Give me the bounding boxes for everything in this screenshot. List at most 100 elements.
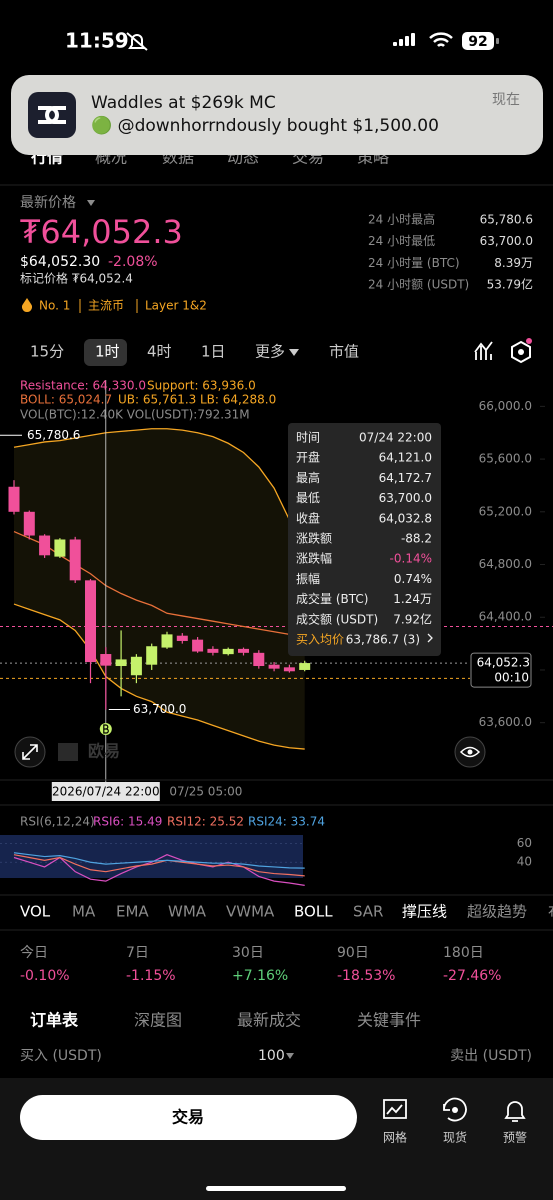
price-change: -2.08%	[108, 254, 158, 270]
candle-body	[176, 635, 188, 641]
stat-label: 24 小时最高	[368, 212, 435, 227]
performance-period: 90日	[337, 945, 369, 961]
indicator-tab[interactable]: WMA	[168, 903, 207, 921]
performance-period: 180日	[443, 945, 484, 961]
notification-time: 现在	[492, 92, 520, 108]
action-label[interactable]: 网格	[383, 1130, 407, 1145]
indicator-tab[interactable]: EMA	[116, 903, 149, 921]
trade-button[interactable]	[20, 1095, 357, 1140]
candle-body	[268, 664, 280, 669]
indicator-tab[interactable]: VOL	[20, 903, 51, 921]
tooltip-key: 涨跌幅	[296, 551, 332, 566]
tooltip-value: 07/24 22:00	[359, 431, 432, 445]
tooltip-value: 0.74%	[394, 572, 432, 586]
candle-body	[8, 486, 20, 512]
eye-icon	[459, 746, 481, 758]
level-legend: Support: 63,936.0	[147, 379, 256, 393]
interval[interactable]: 1时	[95, 343, 120, 361]
candle-body	[54, 539, 66, 557]
indicator-icon[interactable]	[474, 341, 493, 360]
performance-value: -0.10%	[20, 968, 70, 984]
expand-icon	[22, 744, 38, 760]
level-legend: Resistance: 64,330.0	[20, 379, 146, 393]
alert-icon[interactable]	[504, 1101, 526, 1122]
interval[interactable]: 1日	[201, 343, 226, 361]
last-price: ₮64,052.3	[20, 213, 183, 251]
indicator-tab[interactable]: 超级趋势	[467, 903, 527, 921]
indicator-tab[interactable]: 布	[548, 903, 553, 921]
interval[interactable]: 4时	[147, 343, 172, 361]
indicator-tab[interactable]: BOLL	[294, 903, 333, 921]
signal-bar	[393, 42, 397, 46]
spot-icon-dot	[452, 1107, 458, 1113]
tooltip-key: 涨跌额	[296, 531, 332, 546]
app-logo	[38, 106, 66, 124]
candle-body	[207, 648, 219, 653]
rsi-line	[13, 854, 305, 886]
boll-legend: LB: 64,288.0	[200, 393, 276, 407]
performance-period: 30日	[232, 945, 264, 961]
crosshair-time: 2026/07/24 22:00	[52, 785, 160, 799]
high-marker-label: 65,780.6	[27, 428, 80, 442]
notification-card[interactable]	[11, 75, 543, 155]
flame-icon	[21, 298, 33, 312]
notification-body: 🟢 @downhorrndously bought $1,500.00	[91, 115, 439, 136]
stat-label: 24 小时量 (BTC)	[368, 256, 460, 270]
grid-icon[interactable]	[383, 1099, 407, 1119]
indicator-tab[interactable]: VWMA	[226, 903, 275, 921]
performance-value: -27.46%	[443, 968, 501, 984]
tag: Layer 1&2	[145, 299, 207, 313]
home-indicator	[206, 1186, 346, 1191]
eye-pupil	[467, 749, 473, 755]
boll-legend: UB: 65,761.3	[118, 393, 196, 407]
tooltip-key: 最低	[296, 491, 320, 505]
order-buy-label: 买入 (USDT)	[20, 1048, 102, 1064]
tooltip-value: 63,786.7 (3)	[346, 633, 420, 647]
rsi-legend: RSI12: 25.52	[167, 815, 244, 829]
rsi-tick-label: 40	[517, 855, 532, 869]
stat-value: 65,780.6	[480, 213, 533, 227]
rsi-line	[13, 852, 305, 869]
order-tab[interactable]: 订单表	[30, 1011, 79, 1030]
stat-value: 53.79亿	[487, 277, 533, 292]
tooltip-key: 振幅	[296, 571, 320, 586]
indicator-tab[interactable]: MA	[72, 903, 96, 921]
interval[interactable]: 更多	[255, 343, 285, 361]
performance-period: 今日	[20, 945, 48, 961]
mute-icon	[126, 32, 148, 51]
action-label[interactable]: 现货	[443, 1130, 467, 1145]
y-tick-label: 65,200.0	[479, 504, 532, 518]
order-size[interactable]: 100	[258, 1048, 285, 1064]
indicator-tab[interactable]: SAR	[353, 903, 383, 921]
order-tab[interactable]: 最新成交	[237, 1011, 301, 1030]
vol-legend: VOL(BTC):12.40K VOL(USDT):792.31M	[20, 408, 250, 422]
performance-value: -18.53%	[337, 968, 395, 984]
y-tick-label: 63,600.0	[479, 715, 532, 729]
indicator-tab[interactable]: 撑压线	[402, 903, 447, 921]
spot-icon[interactable]	[443, 1097, 467, 1122]
settings-icon[interactable]	[511, 340, 531, 364]
crosshair-time-bg	[51, 782, 160, 801]
order-tab[interactable]: 关键事件	[357, 1011, 421, 1030]
low-marker-label: 63,700.0	[133, 702, 186, 716]
boll-line	[13, 603, 305, 750]
app-icon	[28, 92, 76, 138]
boll-legend: BOLL: 65,024.7	[20, 393, 112, 407]
y-tick-label: 66,000.0	[479, 399, 532, 413]
tooltip-key: 成交量 (BTC)	[296, 591, 368, 606]
candle-body	[130, 656, 142, 676]
candle-body	[23, 511, 35, 536]
trade-button-label: 交易	[172, 1108, 204, 1127]
usd-price: $64,052.30	[20, 254, 100, 270]
stat-value: 63,700.0	[480, 234, 533, 248]
action-label[interactable]: 预警	[503, 1130, 527, 1145]
battery	[462, 32, 494, 50]
interval[interactable]: 15分	[30, 343, 64, 361]
candle-body	[146, 646, 158, 665]
tooltip-chevron	[427, 633, 433, 643]
order-tab[interactable]: 深度图	[134, 1011, 182, 1030]
candle-body	[69, 539, 81, 581]
tag: No. 1	[39, 299, 70, 313]
tooltip-value: -0.14%	[390, 552, 432, 566]
interval[interactable]: 市值	[329, 343, 359, 361]
